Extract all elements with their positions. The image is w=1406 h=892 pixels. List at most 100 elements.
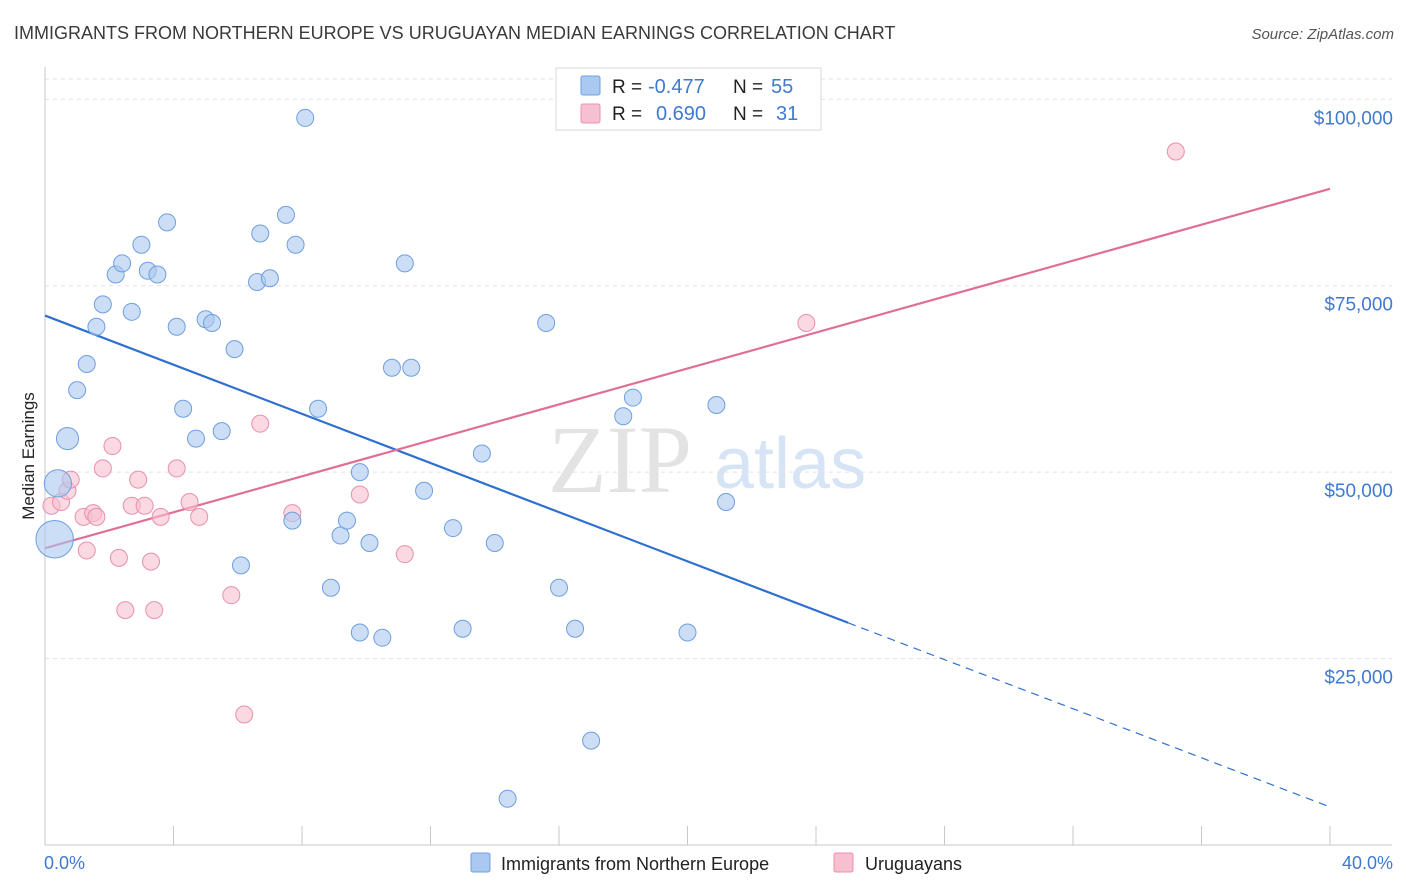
stats-legend: R = -0.477 N = 55 R = 0.690 N = 31 [555, 67, 822, 131]
point-1-10 [109, 548, 128, 567]
point-0-49 [582, 731, 601, 750]
point-1-5 [77, 541, 96, 560]
point-1-15 [142, 552, 161, 571]
data-points [35, 108, 1185, 808]
point-0-50 [614, 407, 633, 426]
point-0-12 [148, 265, 167, 284]
point-0-20 [225, 340, 244, 359]
stats-legend-n-label-blue: N = [733, 77, 763, 98]
point-0-43 [472, 444, 491, 463]
point-1-19 [180, 492, 199, 511]
point-0-45 [498, 789, 517, 808]
point-0-1 [43, 469, 72, 498]
legend-swatch-northern-europe [470, 852, 491, 873]
point-1-25 [350, 485, 369, 504]
point-1-26 [395, 545, 414, 564]
point-0-31 [331, 526, 350, 545]
y-tick-label-3: $100,000 [1314, 108, 1393, 129]
point-1-23 [251, 414, 270, 433]
point-0-5 [87, 317, 106, 336]
point-0-3 [68, 381, 87, 400]
point-1-16 [145, 601, 164, 620]
point-0-42 [453, 619, 472, 638]
stats-legend-r-value-blue: -0.477 [648, 76, 705, 98]
point-0-26 [283, 511, 302, 530]
point-1-14 [135, 496, 154, 515]
point-0-13 [158, 213, 177, 232]
point-0-29 [309, 399, 328, 418]
point-0-33 [350, 463, 369, 482]
trendlines [44, 187, 1331, 808]
point-0-41 [443, 519, 462, 538]
point-1-28 [1166, 142, 1185, 161]
point-0-30 [321, 578, 340, 597]
y-tick-label-2: $75,000 [1324, 295, 1393, 316]
point-0-4 [77, 355, 96, 374]
chart-title: IMMIGRANTS FROM NORTHERN EUROPE VS URUGU… [14, 23, 895, 43]
point-0-19 [212, 422, 231, 441]
point-0-39 [402, 358, 421, 377]
watermark-atlas: atlas [714, 424, 866, 504]
point-0-25 [276, 205, 295, 224]
stats-legend-swatch-pink [580, 103, 601, 124]
point-0-32 [337, 511, 356, 530]
point-0-44 [485, 533, 504, 552]
y-tick-label-0: $25,000 [1324, 668, 1393, 689]
point-0-6 [93, 295, 112, 314]
point-1-27 [797, 314, 816, 332]
point-1-17 [151, 507, 170, 526]
legend-label-northern-europe: Immigrants from Northern Europe [501, 854, 769, 874]
point-0-53 [707, 396, 726, 415]
point-1-13 [129, 470, 148, 489]
point-0-46 [537, 314, 556, 332]
x-tick-label-right: 40.0% [1342, 853, 1393, 873]
point-0-18 [203, 314, 222, 332]
point-0-47 [550, 578, 568, 597]
point-0-8 [113, 254, 132, 273]
point-0-36 [373, 628, 392, 647]
point-0-51 [623, 388, 642, 407]
point-0-21 [231, 556, 250, 575]
stats-legend-r-label-pink: R = [612, 104, 642, 125]
stats-legend-n-value-pink: 31 [776, 103, 798, 125]
trend-line-1 [44, 187, 1331, 550]
point-1-22 [235, 705, 254, 724]
point-1-18 [167, 459, 186, 478]
point-0-40 [415, 481, 434, 500]
chart-source: Source: ZipAtlas.com [1251, 26, 1394, 43]
point-0-34 [350, 623, 369, 642]
point-0-2 [55, 427, 80, 451]
point-0-52 [678, 623, 697, 642]
point-0-16 [186, 429, 205, 448]
point-0-14 [167, 317, 186, 336]
point-0-23 [251, 224, 270, 243]
watermark: ZIP atlas [548, 406, 866, 513]
point-0-38 [395, 254, 414, 273]
stats-legend-r-label-blue: R = [612, 77, 642, 98]
point-0-54 [717, 492, 736, 511]
stats-legend-swatch-blue [580, 75, 601, 96]
legend-swatch-uruguayans [833, 852, 854, 873]
point-0-28 [296, 108, 315, 127]
y-axis-label: Median Earnings [19, 392, 38, 520]
stats-legend-n-value-blue: 55 [771, 76, 793, 98]
point-0-48 [566, 619, 585, 638]
bottom-legend: Immigrants from Northern Europe Uruguaya… [470, 852, 962, 874]
axes: $25,000 $50,000 $75,000 $100,000 [44, 67, 1393, 846]
point-0-35 [360, 533, 379, 552]
stats-legend-r-value-pink: 0.690 [656, 103, 706, 125]
point-1-20 [190, 507, 209, 526]
point-0-15 [174, 399, 193, 418]
point-0-37 [382, 358, 401, 377]
point-0-10 [132, 235, 151, 254]
x-tick-label-left: 0.0% [44, 853, 85, 873]
point-1-9 [103, 437, 122, 456]
point-1-8 [93, 459, 112, 478]
point-1-11 [116, 601, 135, 620]
point-0-24 [260, 269, 279, 288]
point-0-9 [122, 302, 141, 321]
stats-legend-n-label-pink: N = [733, 104, 763, 125]
point-1-7 [87, 507, 106, 526]
y-tick-label-1: $50,000 [1324, 481, 1393, 502]
